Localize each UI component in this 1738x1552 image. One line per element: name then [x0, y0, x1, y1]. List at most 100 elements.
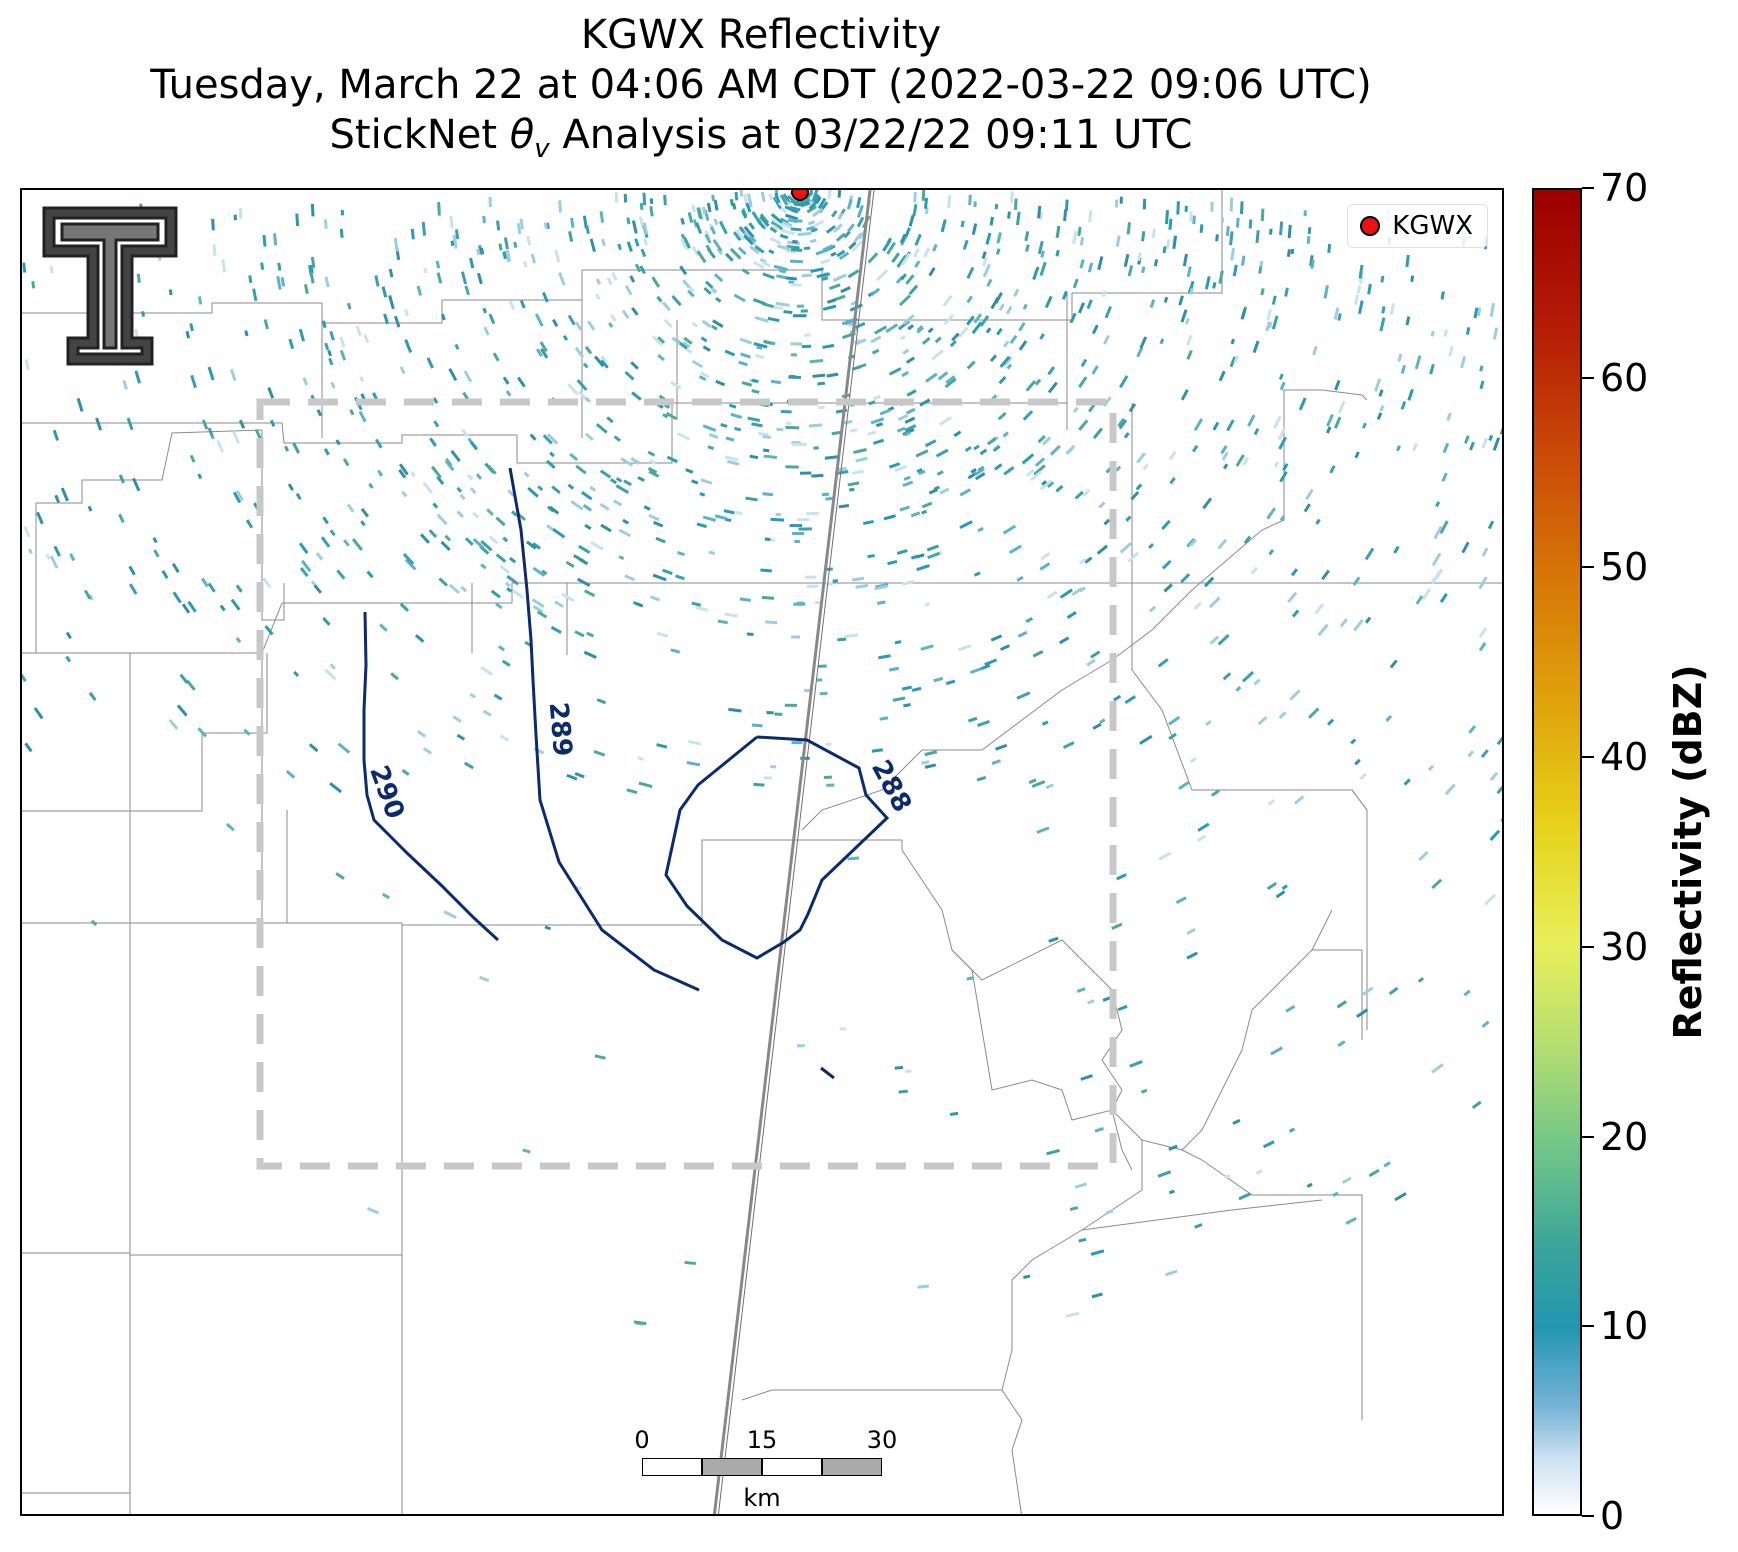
- reflectivity-echo: [630, 457, 641, 465]
- map-panel[interactable]: 290 289 288 KGWX 0 15 30 km: [20, 188, 1504, 1516]
- reflectivity-echo: [1374, 378, 1382, 392]
- reflectivity-echo: [780, 409, 792, 414]
- reflectivity-echo: [456, 510, 464, 519]
- reflectivity-echo: [817, 381, 826, 386]
- reflectivity-echo: [832, 223, 843, 233]
- reflectivity-echo: [996, 327, 1003, 336]
- reflectivity-echo: [554, 730, 561, 736]
- reflectivity-echo: [1267, 799, 1276, 806]
- reflectivity-echo: [1092, 722, 1102, 730]
- reflectivity-echo: [991, 759, 1001, 765]
- reflectivity-echo: [1039, 333, 1045, 340]
- reflectivity-echo: [118, 474, 125, 484]
- reflectivity-echo: [700, 478, 713, 485]
- reflectivity-echo: [1484, 893, 1497, 906]
- reflectivity-echo: [996, 232, 1002, 244]
- reflectivity-echo: [759, 213, 770, 224]
- reflectivity-echo: [804, 192, 812, 201]
- reflectivity-echo: [381, 286, 388, 298]
- reflectivity-echo: [876, 269, 889, 282]
- reflectivity-echo: [358, 410, 367, 423]
- reflectivity-echo: [493, 693, 503, 701]
- reflectivity-echo: [698, 375, 707, 382]
- reflectivity-echo: [838, 504, 850, 509]
- reflectivity-echo: [437, 202, 441, 216]
- reflectivity-echo: [770, 517, 785, 522]
- reflectivity-echo: [1041, 720, 1049, 726]
- reflectivity-echo: [1337, 400, 1346, 414]
- reflectivity-echo: [1275, 890, 1286, 899]
- reflectivity-echo: [1204, 276, 1211, 290]
- reflectivity-echo: [779, 194, 789, 206]
- colorbar-tick: [1582, 187, 1594, 189]
- reflectivity-echo: [687, 289, 695, 298]
- reflectivity-echo: [504, 581, 511, 588]
- reflectivity-echo: [404, 339, 413, 353]
- reflectivity-echo: [812, 219, 825, 228]
- reflectivity-echo: [1443, 329, 1449, 337]
- reflectivity-echo: [502, 251, 507, 260]
- reflectivity-echo: [448, 367, 458, 382]
- colorbar-tick-label: 60: [1600, 355, 1649, 400]
- reflectivity-echo: [546, 459, 556, 470]
- reflectivity-echo: [703, 286, 712, 295]
- reflectivity-echo: [874, 325, 888, 335]
- reflectivity-echo: [806, 584, 819, 588]
- reflectivity-echo: [1105, 1209, 1114, 1215]
- reflectivity-echo: [1325, 426, 1332, 434]
- reflectivity-echo: [775, 512, 782, 517]
- reflectivity-echo: [1009, 334, 1018, 345]
- reflectivity-echo: [301, 559, 312, 573]
- scale-tick-label: 15: [746, 1426, 778, 1454]
- reflectivity-echo: [621, 309, 630, 320]
- reflectivity-echo: [122, 379, 128, 390]
- reflectivity-echo: [751, 211, 762, 225]
- reflectivity-echo: [790, 342, 803, 346]
- reflectivity-echo: [540, 348, 549, 359]
- contour-label: 288: [865, 755, 917, 817]
- reflectivity-echo: [947, 195, 952, 209]
- reflectivity-echo: [757, 431, 769, 437]
- reflectivity-echo: [801, 344, 812, 349]
- reflectivity-echo: [914, 233, 922, 246]
- reflectivity-echo: [562, 334, 569, 341]
- reflectivity-echo: [753, 782, 765, 787]
- reflectivity-echo: [1184, 205, 1188, 212]
- reflectivity-echo: [789, 524, 803, 528]
- reflectivity-echo: [589, 485, 597, 492]
- reflectivity-echo: [1186, 266, 1192, 278]
- reflectivity-echo: [541, 291, 549, 303]
- reflectivity-echo: [1046, 1148, 1060, 1156]
- reflectivity-echo: [1478, 642, 1487, 652]
- reflectivity-echo: [733, 293, 746, 303]
- reflectivity-echo: [1163, 583, 1173, 593]
- reflectivity-echo: [1479, 365, 1484, 372]
- reflectivity-echo: [1169, 476, 1176, 485]
- reflectivity-echo: [440, 540, 451, 551]
- reflectivity-echo: [595, 293, 601, 301]
- reflectivity-echo: [595, 278, 602, 285]
- reflectivity-echo: [919, 398, 931, 407]
- reflectivity-echo: [785, 213, 799, 221]
- reflectivity-echo: [1354, 451, 1360, 459]
- reflectivity-echo: [1061, 290, 1068, 300]
- reflectivity-echo: [1274, 461, 1280, 468]
- reflectivity-echo: [853, 448, 867, 454]
- reflectivity-echo: [1193, 418, 1204, 432]
- reflectivity-echo: [476, 272, 483, 285]
- reflectivity-echo: [894, 640, 902, 645]
- reflectivity-echo: [899, 334, 906, 341]
- reflectivity-echo: [502, 536, 509, 543]
- reflectivity-echo: [932, 243, 938, 252]
- reflectivity-echo: [1037, 434, 1046, 444]
- reflectivity-echo: [1350, 738, 1357, 745]
- reflectivity-echo: [780, 222, 793, 230]
- reflectivity-echo: [651, 276, 661, 288]
- reflectivity-echo: [469, 257, 475, 269]
- reflectivity-echo: [825, 742, 832, 746]
- reflectivity-echo: [1233, 355, 1240, 363]
- reflectivity-echo: [1091, 324, 1099, 335]
- reflectivity-echo: [313, 584, 323, 594]
- reflectivity-echo: [1353, 294, 1359, 305]
- reflectivity-echo: [1099, 718, 1106, 724]
